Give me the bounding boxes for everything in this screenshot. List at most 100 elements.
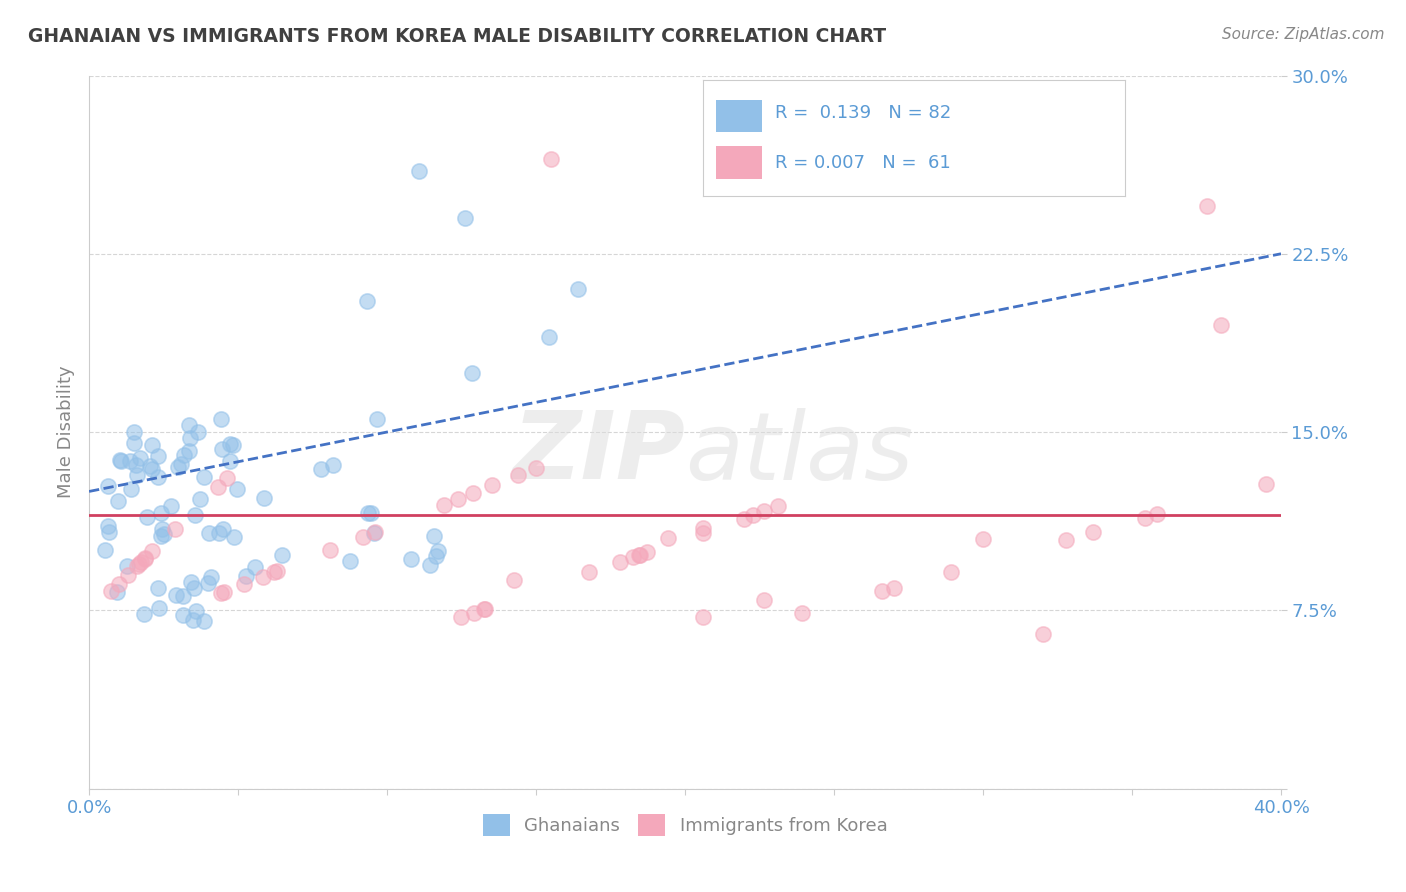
Point xyxy=(233,577,256,591)
Point xyxy=(211,442,233,456)
Point xyxy=(692,610,714,624)
Point xyxy=(939,565,962,579)
Point xyxy=(149,529,172,543)
Point xyxy=(173,448,195,462)
Point xyxy=(122,425,145,440)
Point xyxy=(150,522,173,536)
Point xyxy=(235,568,257,582)
Point xyxy=(150,506,173,520)
Point xyxy=(366,411,388,425)
Point xyxy=(172,608,194,623)
Point xyxy=(883,581,905,595)
Point xyxy=(399,551,422,566)
Point xyxy=(167,460,190,475)
Point xyxy=(450,610,472,624)
Point xyxy=(692,525,714,540)
Point xyxy=(733,511,755,525)
Point xyxy=(360,506,382,520)
Point xyxy=(363,526,385,541)
Point xyxy=(524,461,547,475)
Point xyxy=(419,558,441,572)
Point xyxy=(263,566,285,580)
Point xyxy=(183,613,205,627)
Point xyxy=(146,450,169,464)
Point xyxy=(540,152,562,166)
Legend: Ghanaians, Immigrants from Korea: Ghanaians, Immigrants from Korea xyxy=(475,807,894,844)
Point xyxy=(184,508,207,522)
Point xyxy=(224,530,246,544)
Point xyxy=(1081,525,1104,540)
Point xyxy=(193,470,215,484)
Point xyxy=(136,509,159,524)
Point xyxy=(197,525,219,540)
Point xyxy=(209,586,232,600)
Point xyxy=(139,458,162,473)
Point xyxy=(252,569,274,583)
Point xyxy=(152,526,174,541)
Point xyxy=(1254,476,1277,491)
Y-axis label: Male Disability: Male Disability xyxy=(58,366,75,499)
Point xyxy=(115,559,138,574)
Point xyxy=(463,606,485,620)
Point xyxy=(97,524,120,539)
Point xyxy=(1146,507,1168,521)
Point xyxy=(107,494,129,508)
Point xyxy=(461,366,484,380)
Point xyxy=(1211,318,1233,332)
Point xyxy=(609,555,631,569)
Point xyxy=(657,531,679,545)
Point xyxy=(212,522,235,536)
Point xyxy=(253,491,276,506)
Point xyxy=(870,584,893,599)
Point xyxy=(972,532,994,546)
Point xyxy=(141,544,163,558)
Point xyxy=(159,499,181,513)
Point xyxy=(122,436,145,450)
Text: R =  0.139   N = 82: R = 0.139 N = 82 xyxy=(775,103,950,121)
Text: atlas: atlas xyxy=(685,408,914,499)
Point xyxy=(108,453,131,467)
Point xyxy=(627,548,650,562)
Point xyxy=(183,581,205,595)
Point xyxy=(128,557,150,571)
Point xyxy=(187,425,209,439)
Point xyxy=(165,588,187,602)
Point xyxy=(105,585,128,599)
Point xyxy=(163,522,186,536)
Point xyxy=(266,564,288,578)
Point xyxy=(134,551,156,566)
Point xyxy=(1195,199,1218,213)
Point xyxy=(188,492,211,507)
Point xyxy=(148,470,170,484)
Point xyxy=(319,542,342,557)
Point xyxy=(209,411,232,425)
Text: GHANAIAN VS IMMIGRANTS FROM KOREA MALE DISABILITY CORRELATION CHART: GHANAIAN VS IMMIGRANTS FROM KOREA MALE D… xyxy=(28,27,886,45)
Point xyxy=(1032,627,1054,641)
Point xyxy=(179,444,201,458)
Point xyxy=(578,566,600,580)
Point xyxy=(129,555,152,569)
Point xyxy=(270,548,292,562)
Point xyxy=(790,607,813,621)
Point xyxy=(472,602,495,616)
Point xyxy=(141,438,163,452)
Point xyxy=(461,486,484,500)
Point xyxy=(134,551,156,566)
Point xyxy=(179,418,201,433)
Point xyxy=(322,458,344,472)
Point xyxy=(110,454,132,468)
Point xyxy=(120,454,142,468)
Point xyxy=(245,559,267,574)
Point xyxy=(108,576,131,591)
Point xyxy=(353,529,375,543)
Point xyxy=(207,480,229,494)
Point xyxy=(170,457,193,471)
Point xyxy=(212,585,235,599)
Point xyxy=(134,607,156,621)
Point xyxy=(215,471,238,485)
Point xyxy=(200,570,222,584)
Point xyxy=(357,507,380,521)
Point xyxy=(179,432,201,446)
Point xyxy=(427,544,450,558)
Point xyxy=(742,508,765,523)
